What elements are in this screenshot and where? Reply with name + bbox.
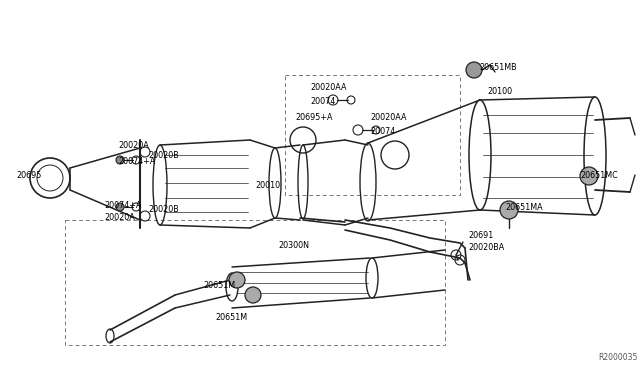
- Text: 20074+A: 20074+A: [118, 157, 156, 166]
- Text: 20010: 20010: [255, 180, 280, 189]
- Text: 20651MA: 20651MA: [505, 203, 543, 212]
- Text: 20020B: 20020B: [148, 205, 179, 215]
- Circle shape: [229, 272, 245, 288]
- Circle shape: [116, 203, 124, 211]
- Text: 20020B: 20020B: [148, 151, 179, 160]
- Circle shape: [580, 167, 598, 185]
- Text: 20695+A: 20695+A: [295, 113, 333, 122]
- Circle shape: [466, 62, 482, 78]
- Text: 20020A: 20020A: [104, 214, 135, 222]
- Text: 20074: 20074: [310, 96, 335, 106]
- Text: 20651MB: 20651MB: [479, 64, 516, 73]
- Text: R2000035: R2000035: [598, 353, 637, 362]
- Text: 20300N: 20300N: [278, 241, 309, 250]
- Text: 20020A: 20020A: [118, 141, 148, 150]
- Text: 20651MC: 20651MC: [580, 171, 618, 180]
- Text: 20020AA: 20020AA: [310, 83, 346, 93]
- Circle shape: [245, 287, 261, 303]
- Text: 20020BA: 20020BA: [468, 243, 504, 251]
- Text: 20074+A: 20074+A: [104, 201, 141, 209]
- Text: 20074: 20074: [370, 126, 396, 135]
- Text: 20100: 20100: [487, 87, 512, 96]
- Text: 20020AA: 20020AA: [370, 113, 406, 122]
- Circle shape: [116, 156, 124, 164]
- Text: 20651M: 20651M: [215, 314, 247, 323]
- Circle shape: [500, 201, 518, 219]
- Text: 20695: 20695: [17, 170, 42, 180]
- Text: 20691: 20691: [468, 231, 493, 240]
- Text: 20651M: 20651M: [203, 280, 235, 289]
